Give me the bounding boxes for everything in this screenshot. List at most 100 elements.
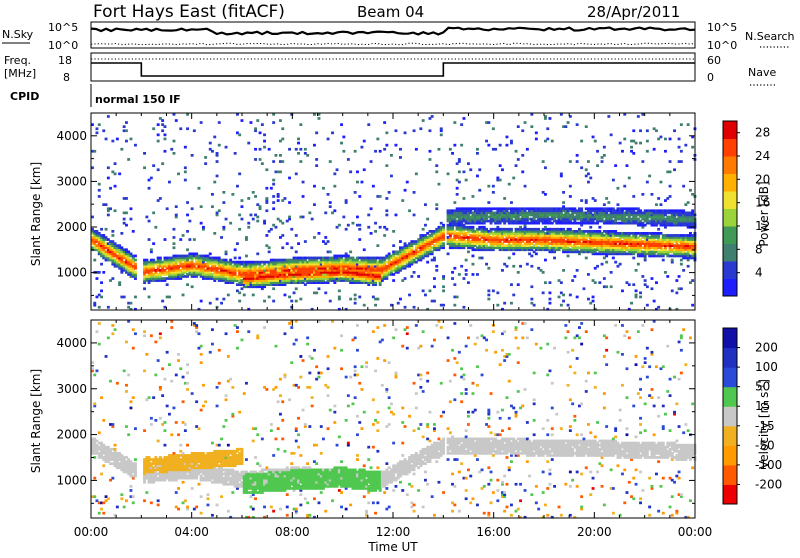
heatmap-cell bbox=[583, 287, 586, 290]
heatmap-cell bbox=[111, 140, 114, 143]
heatmap-cell bbox=[293, 292, 296, 295]
heatmap-cell bbox=[456, 296, 459, 299]
heatmap-cell bbox=[592, 136, 595, 139]
heatmap-cell bbox=[175, 214, 178, 217]
heatmap-cell bbox=[100, 508, 103, 511]
heatmap-cell bbox=[671, 290, 674, 293]
heatmap-cell bbox=[358, 224, 361, 227]
heatmap-cell bbox=[669, 138, 672, 141]
heatmap-cell bbox=[512, 265, 515, 268]
heatmap-cell bbox=[299, 148, 302, 151]
heatmap-cell bbox=[530, 125, 533, 128]
heatmap-cell bbox=[569, 160, 572, 163]
heatmap-cell bbox=[254, 127, 257, 130]
heatmap-cell bbox=[130, 485, 133, 488]
heatmap-cell bbox=[569, 185, 572, 188]
heatmap-cell bbox=[508, 183, 511, 186]
heatmap-cell bbox=[288, 148, 291, 151]
heatmap-cell bbox=[465, 179, 468, 182]
heatmap-cell bbox=[152, 212, 155, 215]
heatmap-cell bbox=[284, 294, 287, 297]
heatmap-cell bbox=[385, 214, 388, 217]
heatmap-cell bbox=[225, 146, 228, 149]
heatmap-cell bbox=[297, 242, 300, 245]
heatmap-cell bbox=[354, 191, 357, 194]
heatmap-cell bbox=[272, 179, 275, 182]
heatmap-cell bbox=[533, 304, 536, 307]
heatmap-cell bbox=[281, 127, 284, 130]
heatmap-cell bbox=[308, 212, 311, 215]
heatmap-cell bbox=[535, 138, 538, 141]
heatmap-cell bbox=[472, 263, 475, 266]
heatmap-cell bbox=[209, 142, 212, 145]
heatmap-cell bbox=[134, 259, 137, 262]
heatmap-cell bbox=[245, 236, 248, 239]
heatmap-cell bbox=[383, 121, 386, 124]
heatmap-cell bbox=[105, 355, 108, 358]
heatmap-cell bbox=[512, 177, 515, 180]
heatmap-cell bbox=[605, 285, 608, 288]
heatmap-cell bbox=[114, 444, 117, 447]
heatmap-cell bbox=[132, 502, 135, 505]
heatmap-cell bbox=[109, 187, 112, 190]
heatmap-cell bbox=[272, 300, 275, 303]
heatmap-cell bbox=[93, 403, 96, 406]
heatmap-cell bbox=[191, 285, 194, 288]
heatmap-cell bbox=[254, 148, 257, 151]
heatmap-cell bbox=[100, 296, 103, 299]
heatmap-cell bbox=[404, 132, 407, 135]
heatmap-cell bbox=[96, 330, 99, 333]
heatmap-cell bbox=[669, 160, 672, 163]
heatmap-cell bbox=[96, 127, 99, 130]
heatmap-cell bbox=[458, 273, 461, 276]
heatmap-cell bbox=[519, 265, 522, 268]
heatmap-cell bbox=[435, 269, 438, 272]
date-label: 28/Apr/2011 bbox=[587, 3, 680, 21]
heatmap-cell bbox=[639, 142, 642, 145]
heatmap-cell bbox=[356, 216, 359, 219]
heatmap-cell bbox=[279, 171, 282, 174]
heatmap-cell bbox=[510, 140, 513, 143]
heatmap-cell bbox=[256, 119, 259, 122]
heatmap-cell bbox=[98, 512, 101, 515]
heatmap-cell bbox=[463, 277, 466, 280]
heatmap-cell bbox=[315, 158, 318, 161]
heatmap-cell bbox=[680, 263, 683, 266]
heatmap-cell bbox=[594, 140, 597, 143]
heatmap-cell bbox=[259, 132, 262, 135]
beam-label: Beam 04 bbox=[357, 3, 424, 21]
heatmap-cell bbox=[503, 302, 506, 305]
heatmap-cell bbox=[549, 117, 552, 120]
heatmap-cell bbox=[186, 283, 189, 286]
heatmap-cell bbox=[646, 304, 649, 307]
heatmap-cell bbox=[234, 257, 237, 260]
heatmap-cell bbox=[501, 168, 504, 171]
heatmap-cell bbox=[111, 230, 114, 233]
heatmap-cell bbox=[530, 255, 533, 258]
heatmap-cell bbox=[657, 306, 660, 309]
heatmap-cell bbox=[517, 125, 520, 128]
heatmap-cell bbox=[238, 292, 241, 295]
heatmap-cell bbox=[313, 185, 316, 188]
heatmap-cell bbox=[655, 281, 658, 284]
heatmap-cell bbox=[442, 304, 445, 307]
heatmap-cell bbox=[440, 134, 443, 137]
heatmap-cell bbox=[261, 162, 264, 165]
heatmap-cell bbox=[168, 181, 171, 184]
heatmap-cell bbox=[383, 148, 386, 151]
heatmap-cell bbox=[433, 300, 436, 303]
heatmap-cell bbox=[680, 287, 683, 290]
colorbar-segment bbox=[723, 156, 737, 174]
heatmap-cell bbox=[102, 129, 105, 132]
heatmap-cell bbox=[111, 332, 114, 335]
heatmap-cell bbox=[218, 209, 221, 212]
heatmap-cell bbox=[546, 138, 549, 141]
heatmap-cell bbox=[340, 123, 343, 126]
heatmap-cell bbox=[263, 140, 266, 143]
heatmap-cell bbox=[200, 205, 203, 208]
heatmap-cell bbox=[318, 117, 321, 120]
heatmap-cell bbox=[678, 138, 681, 141]
heatmap-cell bbox=[134, 144, 137, 147]
frequency-panel: Freq. [MHz] 18 8 60 0 Nave bbox=[4, 53, 776, 85]
